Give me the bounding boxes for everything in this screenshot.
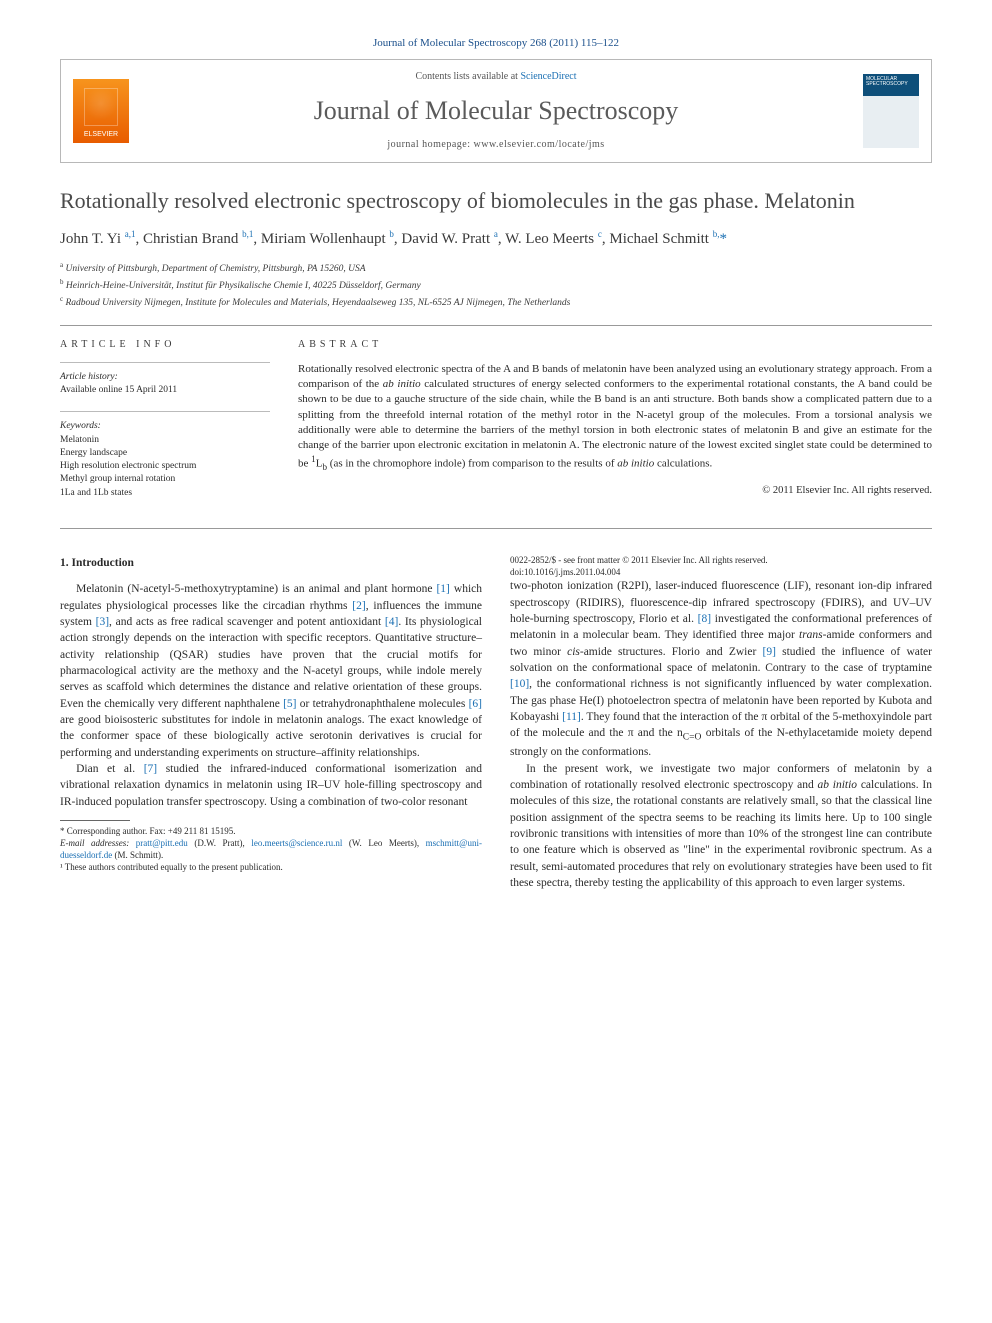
contents-prefix: Contents lists available at xyxy=(415,71,520,82)
doi-line: doi:10.1016/j.jms.2011.04.004 xyxy=(510,567,932,579)
email-label: E-mail addresses: xyxy=(60,838,129,848)
journal-name: Journal of Molecular Spectroscopy xyxy=(145,93,847,128)
header-center: Contents lists available at ScienceDirec… xyxy=(145,70,847,152)
elsevier-logo-label: ELSEVIER xyxy=(84,130,118,139)
intro-para-1: Melatonin (N-acetyl-5-methoxytryptamine)… xyxy=(60,581,482,761)
affiliation-b: b Heinrich-Heine-Universität, Institut f… xyxy=(60,277,932,294)
bottom-rule xyxy=(60,528,932,529)
article-info-head: ARTICLE INFO xyxy=(60,338,270,352)
sciencedirect-link[interactable]: ScienceDirect xyxy=(520,71,576,82)
journal-cover-thumbnail: MOLECULAR SPECTROSCOPY xyxy=(863,74,919,148)
equal-contribution: ¹ These authors contributed equally to t… xyxy=(60,861,482,873)
keywords-label: Keywords: xyxy=(60,420,270,433)
article-info-block: ARTICLE INFO Article history: Available … xyxy=(60,338,270,514)
abstract-head: ABSTRACT xyxy=(298,338,932,352)
email-addresses: E-mail addresses: pratt@pitt.edu (D.W. P… xyxy=(60,837,482,861)
intro-para-2: Dian et al. [7] studied the infrared-ind… xyxy=(60,761,482,810)
history-label: Article history: xyxy=(60,371,270,384)
keywords-block: Keywords: MelatoninEnergy landscapeHigh … xyxy=(60,420,270,500)
journal-reference: Journal of Molecular Spectroscopy 268 (2… xyxy=(60,36,932,51)
article-history: Article history: Available online 15 Apr… xyxy=(60,371,270,398)
doi-block: 0022-2852/$ - see front matter © 2011 El… xyxy=(510,555,932,578)
intro-para-3: two-photon ionization (R2PI), laser-indu… xyxy=(510,578,932,760)
footnotes-block: * Corresponding author. Fax: +49 211 81 … xyxy=(60,820,482,874)
front-matter-line: 0022-2852/$ - see front matter © 2011 El… xyxy=(510,555,932,567)
journal-header-box: ELSEVIER Contents lists available at Sci… xyxy=(60,59,932,163)
corresponding-author: * Corresponding author. Fax: +49 211 81 … xyxy=(60,825,482,837)
elsevier-logo: ELSEVIER xyxy=(73,79,129,143)
affiliation-c: c Radboud University Nijmegen, Institute… xyxy=(60,294,932,311)
history-value: Available online 15 April 2011 xyxy=(60,384,270,397)
article-title: Rotationally resolved electronic spectro… xyxy=(60,187,932,215)
copyright-line: © 2011 Elsevier Inc. All rights reserved… xyxy=(298,484,932,498)
elsevier-tree-icon xyxy=(84,88,118,126)
section-1-head: 1. Introduction xyxy=(60,555,482,571)
cover-thumb-label: MOLECULAR SPECTROSCOPY xyxy=(866,76,908,88)
affiliation-a: a University of Pittsburgh, Department o… xyxy=(60,260,932,277)
journal-homepage-line: journal homepage: www.elsevier.com/locat… xyxy=(145,138,847,152)
contents-available-line: Contents lists available at ScienceDirec… xyxy=(145,70,847,84)
abstract-text: Rotationally resolved electronic spectra… xyxy=(298,362,932,474)
affiliation-list: a University of Pittsburgh, Department o… xyxy=(60,260,932,311)
intro-para-4: In the present work, we investigate two … xyxy=(510,761,932,892)
info-abstract-row: ARTICLE INFO Article history: Available … xyxy=(60,326,932,528)
homepage-prefix: journal homepage: xyxy=(387,139,473,150)
body-columns: 1. Introduction Melatonin (N-acetyl-5-me… xyxy=(60,555,932,891)
homepage-url[interactable]: www.elsevier.com/locate/jms xyxy=(474,139,605,150)
abstract-block: ABSTRACT Rotationally resolved electroni… xyxy=(298,338,932,514)
keywords-list: MelatoninEnergy landscapeHigh resolution… xyxy=(60,434,270,500)
author-list: John T. Yi a,1, Christian Brand b,1, Mir… xyxy=(60,228,932,250)
